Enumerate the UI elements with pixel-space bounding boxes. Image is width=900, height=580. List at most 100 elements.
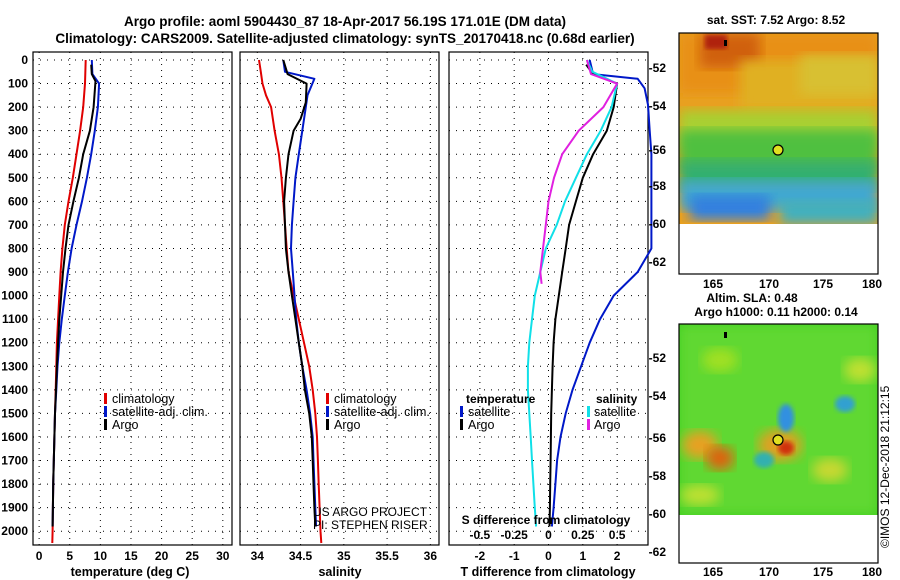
y-tick-label: 1600 <box>1 430 28 444</box>
difference-legend-left: temperature satellite Argo <box>460 392 536 432</box>
legend-swatch-climatology <box>104 393 107 404</box>
y-tick-label: 1100 <box>2 312 28 326</box>
temperature-legend: climatology satellite-adj. clim. Argo <box>104 392 208 432</box>
x-tick-label: 34 <box>251 549 265 563</box>
sst-ytick: -58 <box>649 179 667 193</box>
credit-project: US ARGO PROJECT <box>313 505 428 519</box>
legend-swatch-t-satellite <box>460 406 463 417</box>
series-s-satellite <box>526 59 619 527</box>
y-tick-label: 600 <box>8 194 28 208</box>
sst-ytick: -60 <box>649 217 667 231</box>
sla-ytick: -60 <box>649 507 667 521</box>
sst-xtick: 165 <box>703 277 723 291</box>
s-diff-tick-label: 0.5 <box>609 528 626 542</box>
legend-s-satellite: satellite <box>594 405 636 419</box>
y-tick-label: 500 <box>8 171 28 185</box>
imos-credit: ©IMOS 12-Dec-2018 21:12:15 <box>878 385 892 548</box>
difference-legend-right: salinity satellite Argo <box>587 392 638 432</box>
salinity-panel <box>239 51 440 546</box>
legend-satellite: satellite-adj. clim. <box>112 405 208 419</box>
legend-swatch-s-satellite <box>587 406 590 417</box>
x-tick-label: 35 <box>337 549 351 563</box>
x-tick-label: 34.5 <box>289 549 313 563</box>
title-line-2: Climatology: CARS2009. Satellite-adjuste… <box>55 31 634 46</box>
sla-xtick: 170 <box>759 565 779 579</box>
y-tick-label: 1700 <box>1 454 28 468</box>
sst-ytick: -56 <box>649 143 667 157</box>
x-tick-label: -2 <box>475 549 486 563</box>
s-difference-label: S difference from climatology <box>462 513 631 527</box>
series-satellite-adj-clim- <box>282 59 318 527</box>
series-t-argo <box>548 64 619 527</box>
y-tick-label: 1000 <box>1 289 28 303</box>
y-tick-label: 300 <box>8 124 28 138</box>
legend-swatch-t-argo <box>460 419 463 430</box>
series-climatology <box>51 59 87 544</box>
y-tick-label: 1900 <box>1 501 28 515</box>
title-line-1: Argo profile: aoml 5904430_87 18-Apr-201… <box>124 14 566 29</box>
y-tick-label: 2000 <box>1 524 28 538</box>
sst-xtick: 175 <box>813 277 833 291</box>
sst-xtick: 180 <box>862 277 882 291</box>
series-layer <box>51 59 653 544</box>
y-tick-label: 700 <box>8 218 28 232</box>
x-tick-label: 30 <box>216 549 230 563</box>
legend-swatch-argo <box>326 419 329 430</box>
sst-ytick: -62 <box>649 255 667 269</box>
legend-swatch-argo <box>104 419 107 430</box>
series-t-satellite <box>550 59 653 527</box>
sst-field <box>679 33 878 226</box>
grid-layer <box>33 52 648 545</box>
argo-position-marker <box>772 434 784 446</box>
sst-map: sat. SST: 7.52 Argo: 8.52 -52 -54 -56 -5… <box>649 13 883 291</box>
s-diff-tick-label: 0.25 <box>571 528 595 542</box>
argo-position-marker <box>772 144 784 156</box>
x-tick-label: 0 <box>36 549 43 563</box>
sla-ytick: -54 <box>649 389 667 403</box>
station-marker <box>724 332 727 338</box>
salinity-legend: climatology satellite-adj. clim. Argo <box>326 392 430 432</box>
temperature-panel <box>32 51 233 546</box>
x-tick-label: 1 <box>579 549 586 563</box>
legend-left-title: temperature <box>466 392 536 406</box>
series-argo <box>282 59 317 527</box>
legend-argo: Argo <box>112 418 138 432</box>
y-tick-label: 1400 <box>1 383 28 397</box>
series-s-argo <box>539 59 619 284</box>
x-tick-label: -1 <box>509 549 520 563</box>
sla-title-1: Altim. SLA: 0.48 <box>706 291 798 305</box>
sla-ytick: -62 <box>649 545 667 559</box>
station-marker <box>724 40 727 46</box>
legend-swatch-climatology <box>326 393 329 404</box>
sla-map: Altim. SLA: 0.48 Argo h1000: 0.11 h2000:… <box>649 291 883 579</box>
sla-ytick: -52 <box>649 351 667 365</box>
series-argo <box>51 64 97 527</box>
sla-frame <box>678 323 879 564</box>
sla-xtick: 175 <box>813 565 833 579</box>
x-tick-label: 15 <box>124 549 138 563</box>
x-tick-label: 35.5 <box>375 549 399 563</box>
sst-ytick: -54 <box>649 99 667 113</box>
credit-pi: PI: STEPHEN RISER <box>313 518 428 532</box>
legend-climatology: climatology <box>112 392 175 406</box>
legend-right-title: salinity <box>596 392 638 406</box>
y-tick-label: 1500 <box>1 406 28 420</box>
sla-ytick: -56 <box>649 431 667 445</box>
x-tick-label: 0 <box>545 549 552 563</box>
sst-xtick: 170 <box>759 277 779 291</box>
legend-argo: Argo <box>334 418 360 432</box>
y-tick-label: 100 <box>8 77 28 91</box>
x-tick-label: 2 <box>614 549 621 563</box>
y-tick-label: 1800 <box>1 477 28 491</box>
x-tick-label: 5 <box>66 549 73 563</box>
s-diff-tick-label: -0.25 <box>501 528 529 542</box>
series-climatology <box>258 59 323 544</box>
temperature-xlabel: temperature (deg C) <box>71 565 190 579</box>
sst-title: sat. SST: 7.52 Argo: 8.52 <box>707 13 846 27</box>
sla-xtick: 180 <box>862 565 882 579</box>
sla-field <box>679 324 878 515</box>
legend-climatology: climatology <box>334 392 397 406</box>
salinity-xlabel: salinity <box>318 565 361 579</box>
x-tick-label: 10 <box>94 549 108 563</box>
sst-frame <box>678 32 879 275</box>
